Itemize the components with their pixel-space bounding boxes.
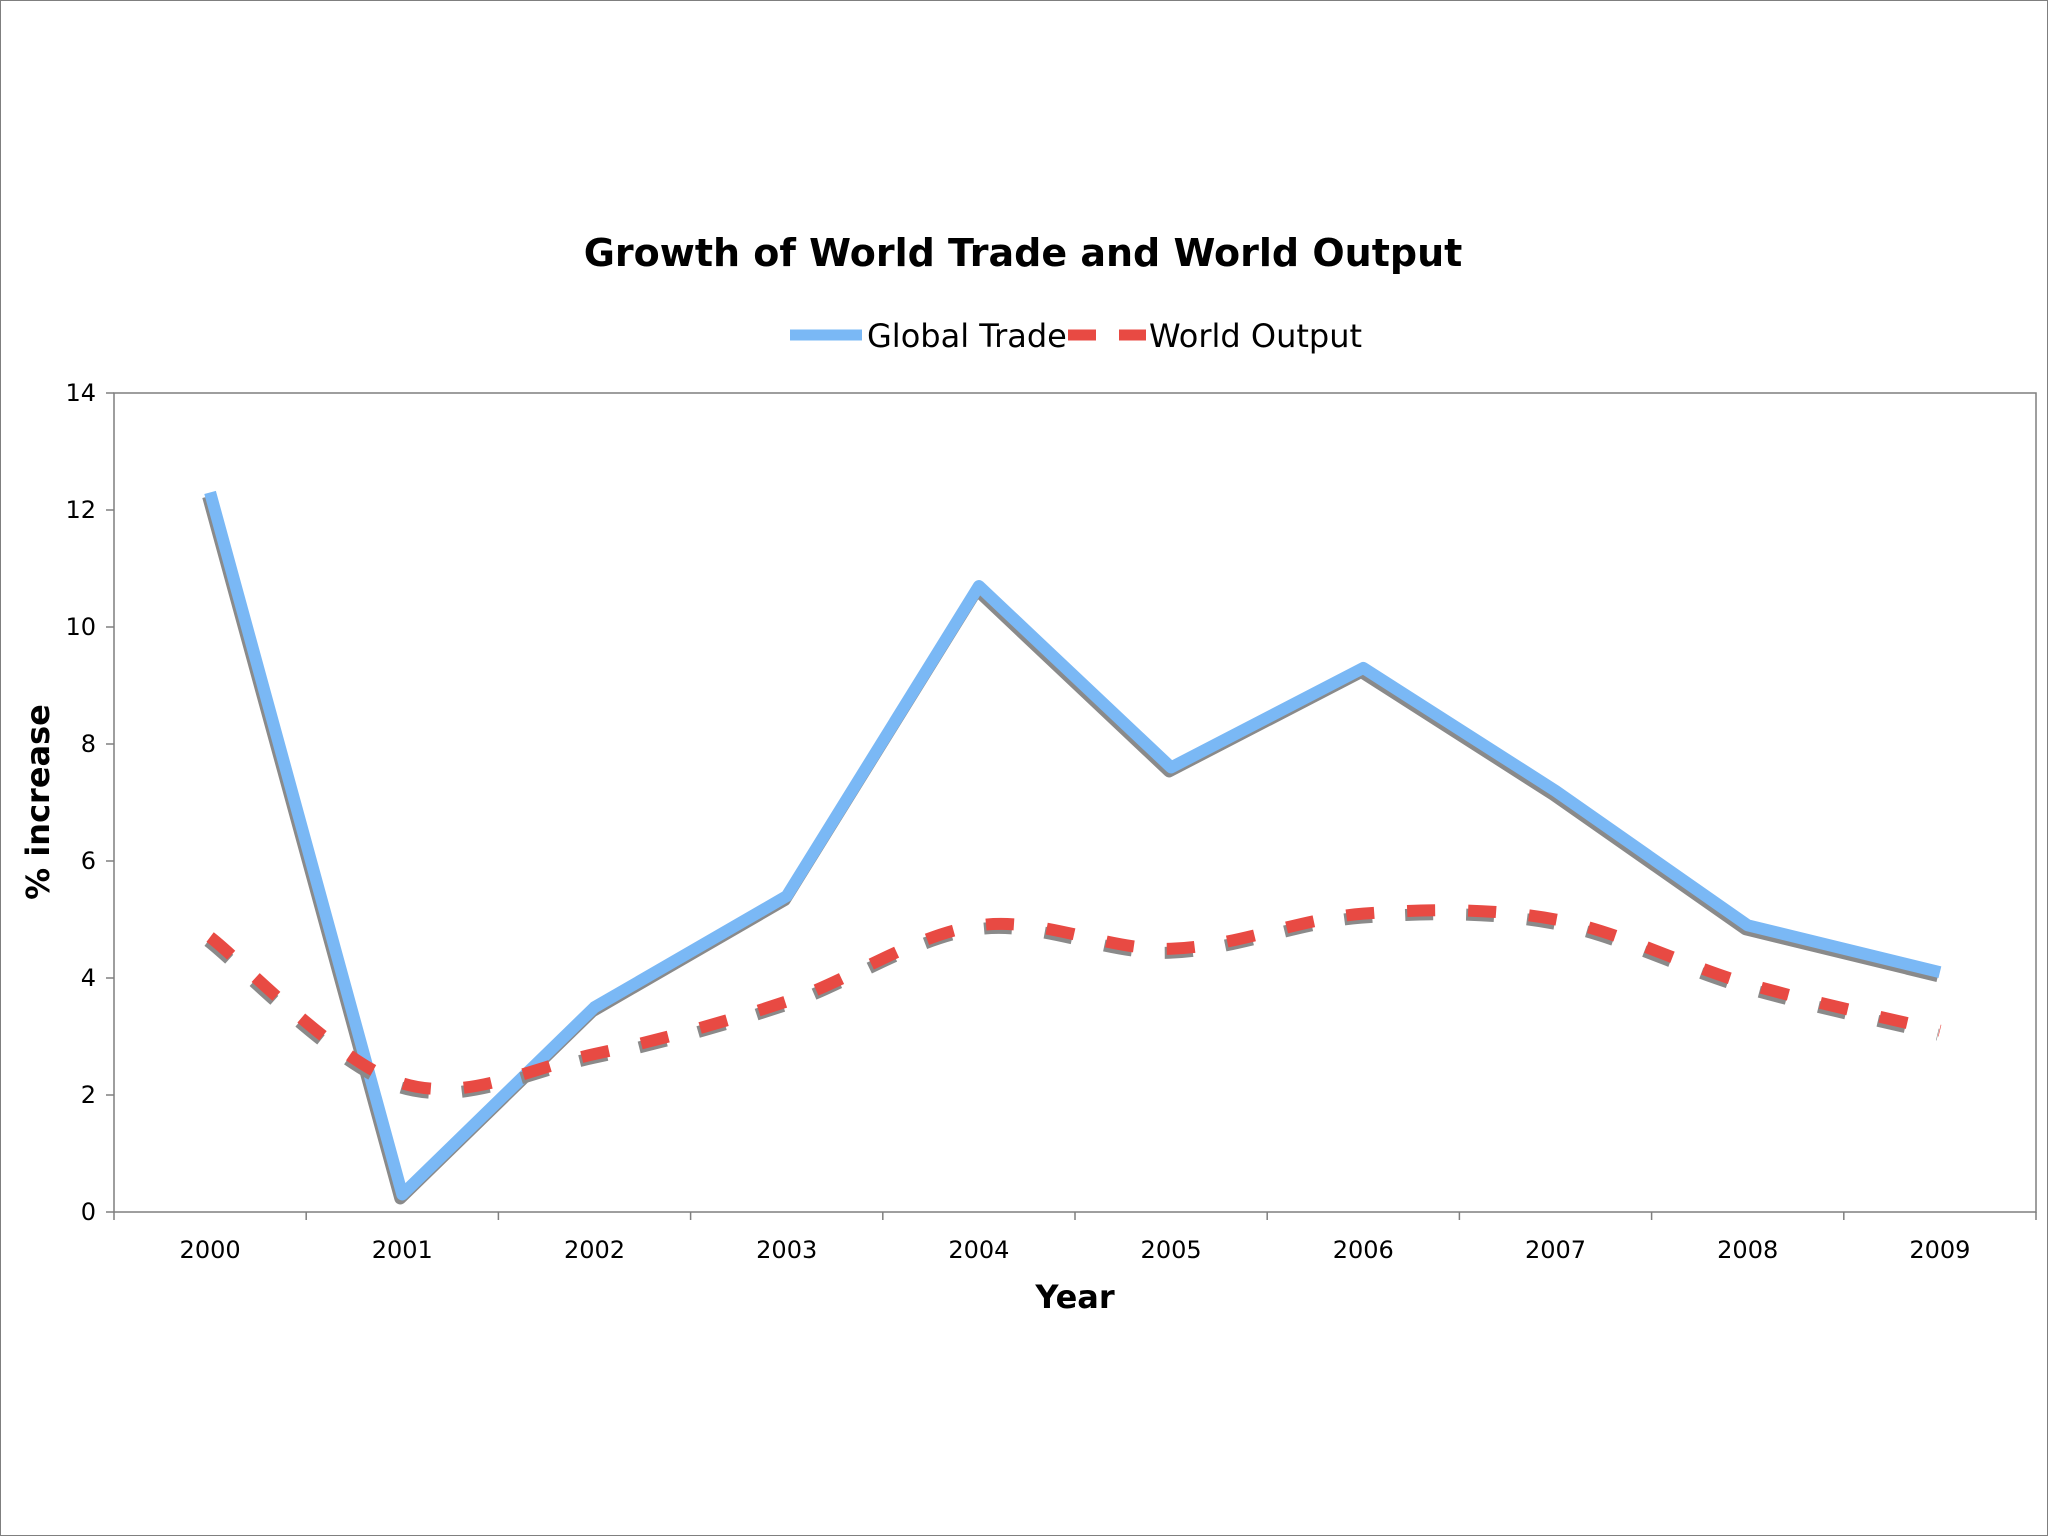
series-layer [202, 490, 1942, 1205]
y-tick-label: 14 [65, 379, 96, 407]
legend-label-global-trade: Global Trade [867, 317, 1067, 355]
x-tick-label: 2008 [1717, 1236, 1778, 1264]
plot-area [113, 392, 2037, 1213]
x-tick-label: 2004 [948, 1236, 1009, 1264]
y-tick-label: 6 [81, 847, 96, 875]
x-tick-label: 2006 [1333, 1236, 1394, 1264]
x-tick-label: 2000 [180, 1236, 241, 1264]
x-tick-label: 2007 [1525, 1236, 1586, 1264]
x-tick-label: 2001 [372, 1236, 433, 1264]
legend: Global Trade World Output [790, 317, 1362, 355]
series-line-global-trade [204, 490, 1942, 1201]
x-tick-label: 2003 [756, 1236, 817, 1264]
y-tick-label: 0 [81, 1198, 96, 1226]
y-axis-title: % increase [19, 704, 57, 900]
y-tick-label: 12 [65, 496, 96, 524]
series-line-world-output [206, 904, 1942, 1096]
x-axis: 2000 2001 2002 2003 2004 2005 2006 2007 2008 2009 [113, 1212, 2037, 1264]
chart-title: Growth of World Trade and World Output [584, 231, 1463, 275]
y-tick-label: 2 [81, 1081, 96, 1109]
y-tick-label: 4 [81, 964, 96, 992]
y-tick-label: 8 [81, 730, 96, 758]
y-tick-label: 10 [65, 613, 96, 641]
x-tick-label: 2005 [1141, 1236, 1202, 1264]
legend-label-world-output: World Output [1149, 317, 1362, 355]
x-tick-label: 2009 [1909, 1236, 1970, 1264]
x-tick-label: 2002 [564, 1236, 625, 1264]
x-axis-title: Year [1034, 1278, 1115, 1316]
y-axis: 0 2 4 6 8 10 12 14 [65, 379, 114, 1226]
